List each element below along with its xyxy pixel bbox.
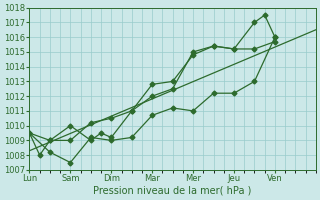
X-axis label: Pression niveau de la mer( hPa ): Pression niveau de la mer( hPa ): [93, 186, 252, 196]
